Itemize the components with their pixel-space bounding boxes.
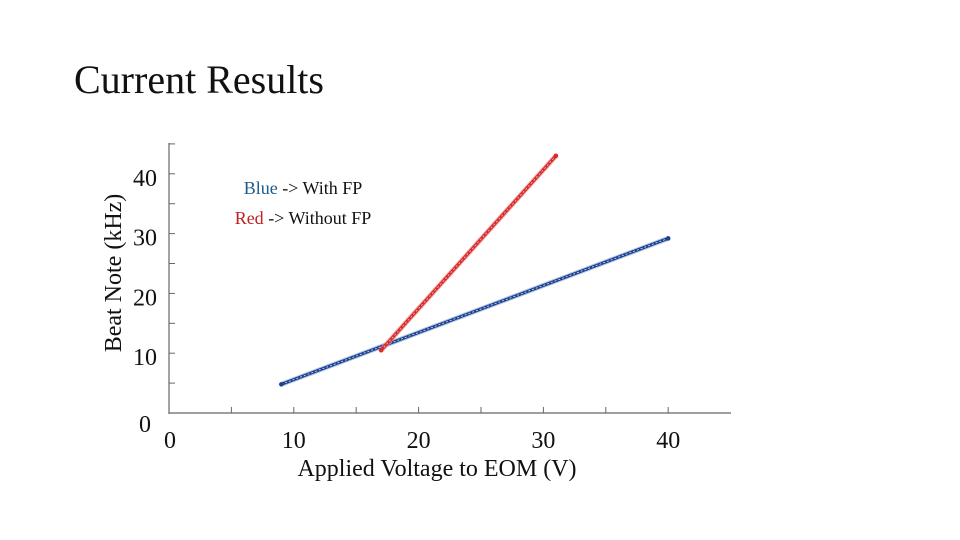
data-point — [279, 382, 284, 387]
series-without-fp-line-core — [379, 154, 558, 352]
chart-ticks — [169, 143, 669, 413]
series-without-fp-line-texture — [380, 155, 557, 351]
y-tick-label: 10 — [133, 345, 157, 371]
y-tick-label: 0 — [139, 412, 151, 438]
x-tick-label: 0 — [164, 428, 176, 454]
legend: Blue -> With FP Red -> Without FP — [235, 178, 372, 228]
legend-blue-word: Blue — [244, 178, 278, 198]
x-tick-label: 20 — [407, 428, 431, 454]
legend-red-word: Red — [235, 208, 264, 228]
data-point — [553, 153, 559, 159]
chart-axes — [168, 143, 731, 414]
legend-line-with-fp: Blue -> With FP — [244, 178, 363, 198]
x-axis-label: Applied Voltage to EOM (V) — [297, 456, 576, 482]
x-tick-label: 10 — [282, 428, 306, 454]
slide-title: Current Results — [74, 57, 324, 102]
legend-with-fp-text: -> With FP — [278, 178, 363, 198]
y-axis-label: Beat Note (kHz) — [101, 194, 127, 353]
y-tick-label: 20 — [133, 285, 157, 311]
y-tick-label: 30 — [133, 226, 157, 252]
legend-without-fp-text: -> Without FP — [264, 208, 372, 228]
series-with-fp-line-core — [279, 236, 670, 386]
data-point — [666, 236, 671, 241]
series-with-fp-line-texture — [281, 238, 669, 385]
legend-line-without-fp: Red -> Without FP — [235, 208, 372, 228]
y-tick-label: 40 — [133, 166, 157, 192]
series-with-fp-line — [278, 235, 671, 387]
x-tick-label: 30 — [531, 428, 555, 454]
series-without-fp-line — [378, 153, 559, 353]
x-tick-label: 40 — [656, 428, 680, 454]
chart-tick-labels: 0 10 20 30 40 0 10 20 30 40 — [133, 166, 680, 454]
data-point — [378, 348, 384, 353]
chart-series — [278, 153, 671, 387]
